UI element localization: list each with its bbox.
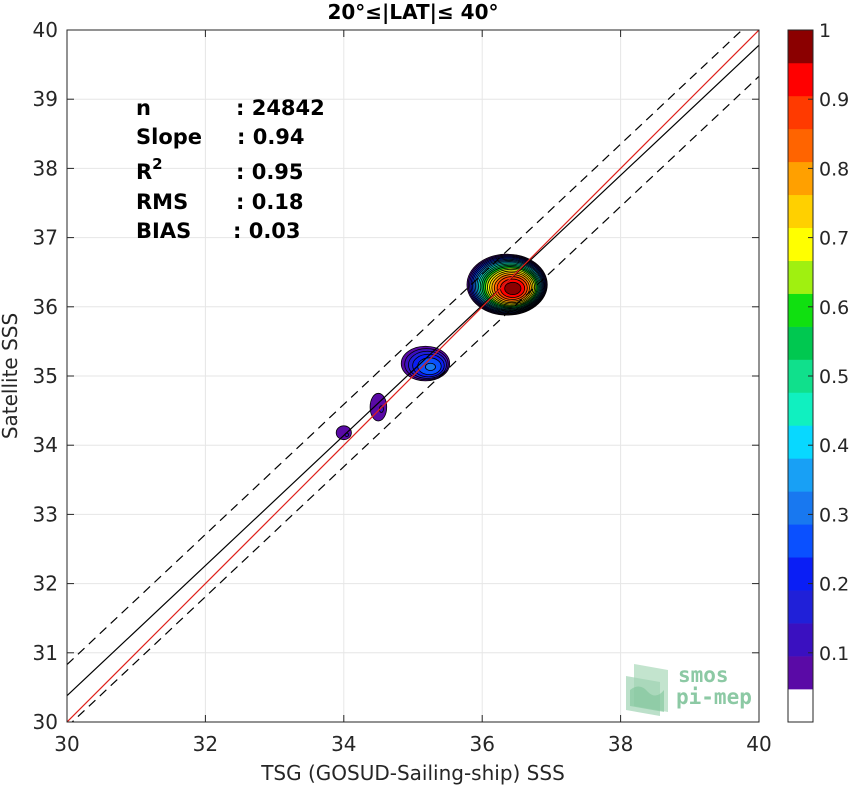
contour-level bbox=[504, 281, 522, 296]
colorbar-tick-label: 0.5 bbox=[819, 366, 849, 388]
stat-label-superscript: 2 bbox=[152, 155, 162, 173]
y-tick-label: 36 bbox=[33, 295, 58, 319]
chart-title: 20°≤|LAT|≤ 40° bbox=[327, 0, 498, 24]
colorbar-band bbox=[788, 590, 813, 624]
y-tick-label: 38 bbox=[33, 156, 58, 180]
x-tick-label: 30 bbox=[54, 732, 79, 756]
colorbar-band bbox=[788, 491, 813, 525]
colorbar-band bbox=[788, 95, 813, 130]
colorbar-band bbox=[788, 194, 813, 229]
density-blob-3 bbox=[335, 425, 352, 441]
colorbar-tick-label: 0.3 bbox=[819, 504, 849, 526]
x-tick-label: 32 bbox=[193, 732, 218, 756]
y-tick-label: 32 bbox=[33, 572, 58, 596]
colorbar-band bbox=[788, 293, 813, 327]
smos-pimep-logo: smos pi-mep bbox=[626, 663, 752, 716]
y-tick-label: 31 bbox=[33, 641, 58, 665]
colorbar-band bbox=[788, 227, 813, 261]
y-tick-label: 39 bbox=[33, 87, 58, 111]
stat-value: : 0.94 bbox=[237, 125, 305, 149]
colorbar-band bbox=[788, 62, 813, 97]
stat-value: : 24842 bbox=[236, 96, 325, 120]
colorbar-tick-label: 0.8 bbox=[819, 158, 849, 180]
regression-line bbox=[67, 44, 759, 697]
colorbar-band bbox=[788, 458, 813, 492]
colorbar-band bbox=[788, 524, 813, 558]
logo-line-1: smos bbox=[678, 663, 729, 687]
stat-value: : 0.18 bbox=[236, 190, 304, 214]
colorbar-tick-label: 0.1 bbox=[819, 643, 849, 665]
x-tick-label: 40 bbox=[746, 732, 771, 756]
x-tick-label: 38 bbox=[608, 732, 633, 756]
stat-label: BIAS bbox=[136, 219, 191, 243]
colorbar-tick-label: 0.7 bbox=[819, 228, 849, 250]
y-axis-label: Satellite SSS bbox=[0, 313, 22, 439]
x-axis-label: TSG (GOSUD-Sailing-ship) SSS bbox=[260, 761, 565, 785]
one-to-one-line bbox=[67, 30, 759, 722]
colorbar-band bbox=[788, 161, 813, 196]
logo-line-2: pi-mep bbox=[676, 685, 752, 709]
contour-level bbox=[424, 362, 436, 371]
stat-value: : 0.95 bbox=[236, 160, 304, 184]
colorbar-band bbox=[788, 656, 813, 690]
colorbar-band bbox=[788, 260, 813, 294]
stat-label: n bbox=[136, 96, 151, 120]
grid-lines bbox=[67, 30, 759, 722]
lower-bound-line bbox=[71, 75, 759, 722]
stat-value: : 0.03 bbox=[233, 219, 301, 243]
x-tick-label: 34 bbox=[331, 732, 356, 756]
axis-ticks: 30 32 34 36 38 40 30 31 32 33 34 35 36 37 38 39 40 bbox=[33, 18, 772, 756]
colorbar-band bbox=[788, 30, 813, 64]
upper-bound-line bbox=[67, 30, 743, 666]
y-tick-label: 30 bbox=[33, 710, 58, 734]
colorbar-band bbox=[788, 392, 813, 426]
colorbar-band bbox=[788, 557, 813, 591]
y-tick-label: 40 bbox=[33, 18, 58, 42]
y-tick-label: 33 bbox=[33, 502, 58, 526]
stat-label: Slope bbox=[136, 125, 202, 149]
y-tick-label: 37 bbox=[33, 226, 58, 250]
stat-label: RMS bbox=[136, 190, 188, 214]
colorbar-tick-label: 0.6 bbox=[819, 297, 849, 319]
logo-mark-icon bbox=[626, 664, 668, 716]
colorbar-tick-label: 1 bbox=[819, 20, 831, 42]
colorbar-tick-label: 0.2 bbox=[819, 574, 849, 596]
colorbar-tick-label: 0.9 bbox=[819, 89, 849, 111]
y-tick-label: 34 bbox=[33, 433, 58, 457]
colorbar: 0.1 0.2 0.3 0.4 0.5 0.6 0.7 0.8 0.9 1 bbox=[787, 20, 849, 723]
contour-level bbox=[335, 425, 352, 441]
colorbar-band bbox=[788, 425, 813, 459]
colorbar-band bbox=[788, 689, 813, 723]
y-tick-label: 35 bbox=[33, 364, 58, 388]
colorbar-band bbox=[788, 326, 813, 360]
colorbar-tick-label: 0.4 bbox=[819, 435, 849, 457]
reference-lines bbox=[67, 30, 759, 722]
colorbar-band bbox=[788, 623, 813, 657]
density-blob-0 bbox=[466, 253, 548, 316]
x-tick-label: 36 bbox=[469, 732, 494, 756]
colorbar-band bbox=[788, 128, 813, 163]
